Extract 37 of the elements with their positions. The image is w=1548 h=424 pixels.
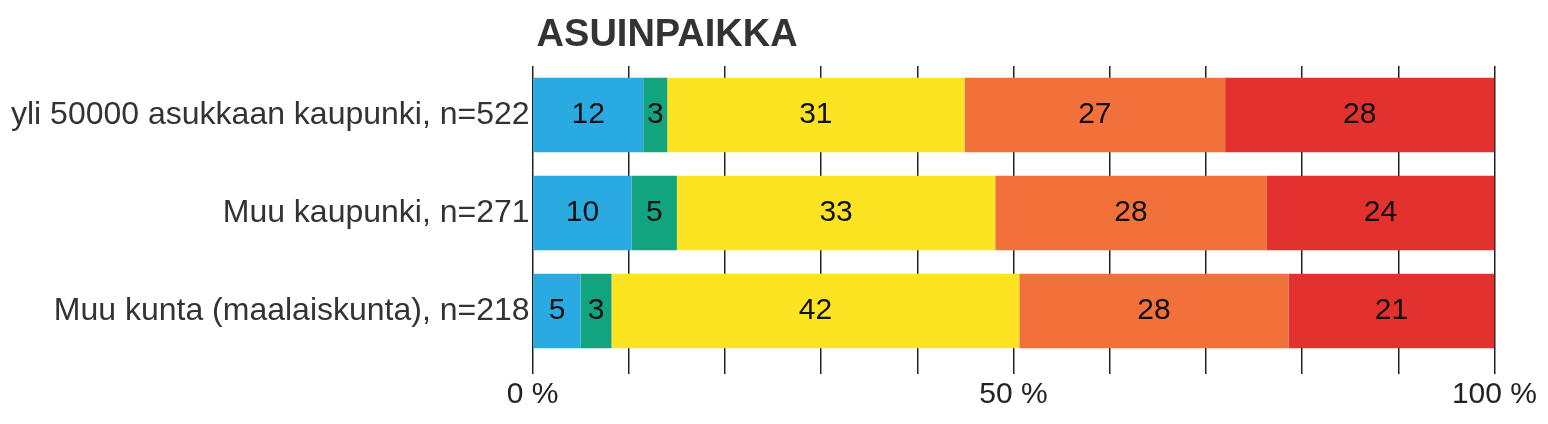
data-label: 28 bbox=[1137, 292, 1171, 326]
data-label: 33 bbox=[819, 194, 853, 228]
data-label: 3 bbox=[646, 96, 664, 130]
bar bbox=[667, 77, 965, 153]
data-label: 5 bbox=[645, 194, 663, 228]
x-tick-label: 100 % bbox=[1451, 376, 1538, 410]
data-label: 24 bbox=[1363, 194, 1398, 228]
data-label: 5 bbox=[548, 292, 566, 326]
bar bbox=[631, 175, 677, 251]
chart-title: ASUINPAIKKA bbox=[536, 12, 798, 55]
x-tick-label: 50 % bbox=[979, 376, 1048, 410]
bar bbox=[964, 77, 1226, 153]
data-label: 31 bbox=[799, 96, 833, 130]
data-label: 27 bbox=[1078, 96, 1112, 130]
bar bbox=[1019, 273, 1289, 349]
data-label: 28 bbox=[1343, 96, 1377, 130]
data-label: 10 bbox=[565, 194, 600, 228]
bar bbox=[580, 273, 612, 349]
bar bbox=[676, 175, 996, 251]
bar bbox=[533, 77, 644, 153]
data-label: 21 bbox=[1374, 292, 1409, 326]
y-tick-label: Muu kaupunki, n=271 bbox=[222, 192, 530, 229]
data-label: 3 bbox=[587, 292, 605, 326]
bar bbox=[533, 273, 581, 349]
bar bbox=[995, 175, 1267, 251]
data-label: 42 bbox=[798, 292, 833, 326]
data-label: 12 bbox=[571, 96, 605, 130]
y-tick-label: yli 50000 asukkaan kaupunki, n=522 bbox=[11, 94, 530, 131]
data-label: 28 bbox=[1114, 194, 1148, 228]
bar bbox=[1225, 77, 1495, 153]
bar bbox=[1266, 175, 1495, 251]
y-tick-label: Muu kunta (maalaiskunta), n=218 bbox=[53, 290, 530, 327]
bar bbox=[611, 273, 1020, 349]
x-tick-label: 0 % bbox=[506, 376, 559, 410]
bar bbox=[533, 175, 632, 251]
bar bbox=[1288, 273, 1495, 349]
bar bbox=[643, 77, 668, 153]
